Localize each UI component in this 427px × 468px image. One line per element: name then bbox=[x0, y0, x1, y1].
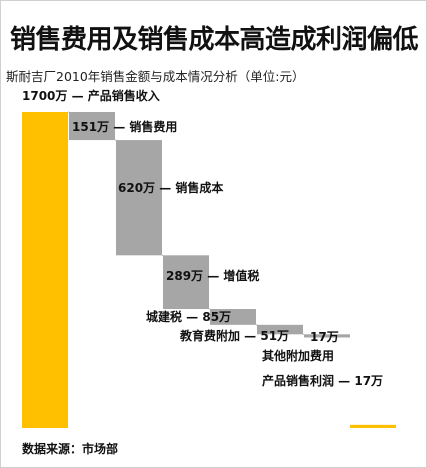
chart-title: 销售费用及销售成本高造成利润偏低 bbox=[10, 25, 419, 55]
bar-4 bbox=[163, 255, 209, 310]
data-label-8: 产品销售利润 — 17万 bbox=[262, 373, 383, 388]
chart-subtitle: 斯耐吉厂2010年销售金额与成本情况分析（单位:元） bbox=[6, 69, 305, 84]
bar-6 bbox=[257, 324, 303, 335]
bar-3 bbox=[116, 140, 162, 256]
bar-7 bbox=[304, 334, 350, 338]
data-label-7: 17万 bbox=[310, 330, 339, 344]
bar-8 bbox=[350, 424, 396, 428]
data-label-5: 城建税 — 85万 bbox=[146, 309, 231, 324]
data-label-6: 教育费附加 — 51万 bbox=[179, 328, 289, 343]
category-label-other-fee: 其他附加费用 bbox=[262, 348, 334, 363]
data-source-note: 数据来源：市场部 bbox=[22, 442, 119, 456]
bar-2 bbox=[69, 112, 115, 141]
data-label-2: 151万 — 销售费用 bbox=[72, 119, 177, 134]
bar-5 bbox=[210, 309, 256, 325]
data-label-1: 1700万 — 产品销售收入 bbox=[22, 88, 160, 103]
data-label-3: 620万 — 销售成本 bbox=[118, 180, 223, 195]
data-label-4: 289万 — 增值税 bbox=[166, 268, 259, 283]
bar-1 bbox=[22, 112, 68, 428]
